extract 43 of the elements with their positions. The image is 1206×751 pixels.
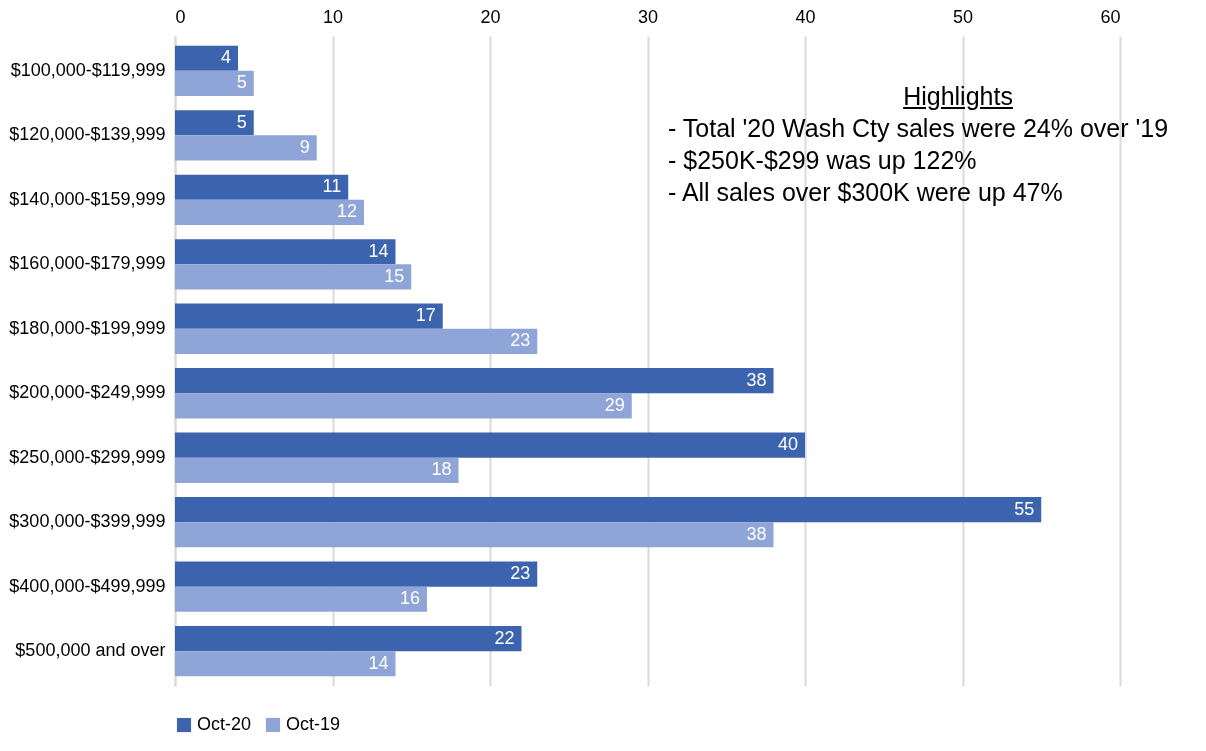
annotation: Highlights [902,81,1014,112]
data-label: 15 [384,265,405,286]
data-label: 11 [322,176,342,197]
x-tick-label: 20 [480,6,501,27]
x-tick-label: 60 [1100,6,1121,27]
y-tick-label: $200,000-$249,999 [9,382,166,403]
x-tick-label: 30 [637,6,659,27]
annotation: - All sales over $300K were up 47% [668,177,1064,208]
data-label: 14 [368,240,389,261]
data-label: 14 [368,652,389,673]
data-label: 17 [415,305,436,326]
data-label: 23 [510,563,531,584]
data-label: 18 [431,459,452,480]
data-label: 38 [746,523,767,544]
y-tick-label: $500,000 and over [15,640,166,661]
y-tick-label: $140,000-$159,999 [9,188,166,209]
y-tick-label: $400,000-$499,999 [9,575,166,596]
data-label: 4 [220,47,231,68]
y-tick-label: $300,000-$399,999 [9,511,166,532]
data-label: 22 [494,627,515,648]
data-label: 12 [336,201,357,222]
legend-label: Oct-19 [286,714,341,734]
data-label: 23 [510,330,531,351]
x-tick-label: 40 [795,6,816,27]
data-label: 55 [1014,498,1035,519]
x-tick-label: 0 [175,6,186,27]
y-tick-label: $120,000-$139,999 [9,124,166,145]
data-label: 38 [746,369,767,390]
y-tick-label: $100,000-$119,999 [10,59,166,80]
data-label: 5 [236,72,247,93]
data-label: 5 [236,111,247,132]
annotation: - $250K-$299 was up 122% [668,145,978,176]
x-tick-label: 10 [322,6,344,27]
x-tick-label: 50 [952,6,974,27]
data-label: 9 [299,136,310,157]
data-label: 29 [604,394,625,415]
legend-label: Oct-20 [197,714,252,734]
data-label: 16 [399,588,420,609]
y-tick-label: $180,000-$199,999 [9,317,166,338]
y-tick-label: $160,000-$179,999 [9,253,166,274]
data-label: 40 [777,434,798,455]
y-tick-label: $250,000-$299,999 [9,446,166,467]
annotation: - Total '20 Wash Cty sales were 24% over '19 [668,113,1169,144]
